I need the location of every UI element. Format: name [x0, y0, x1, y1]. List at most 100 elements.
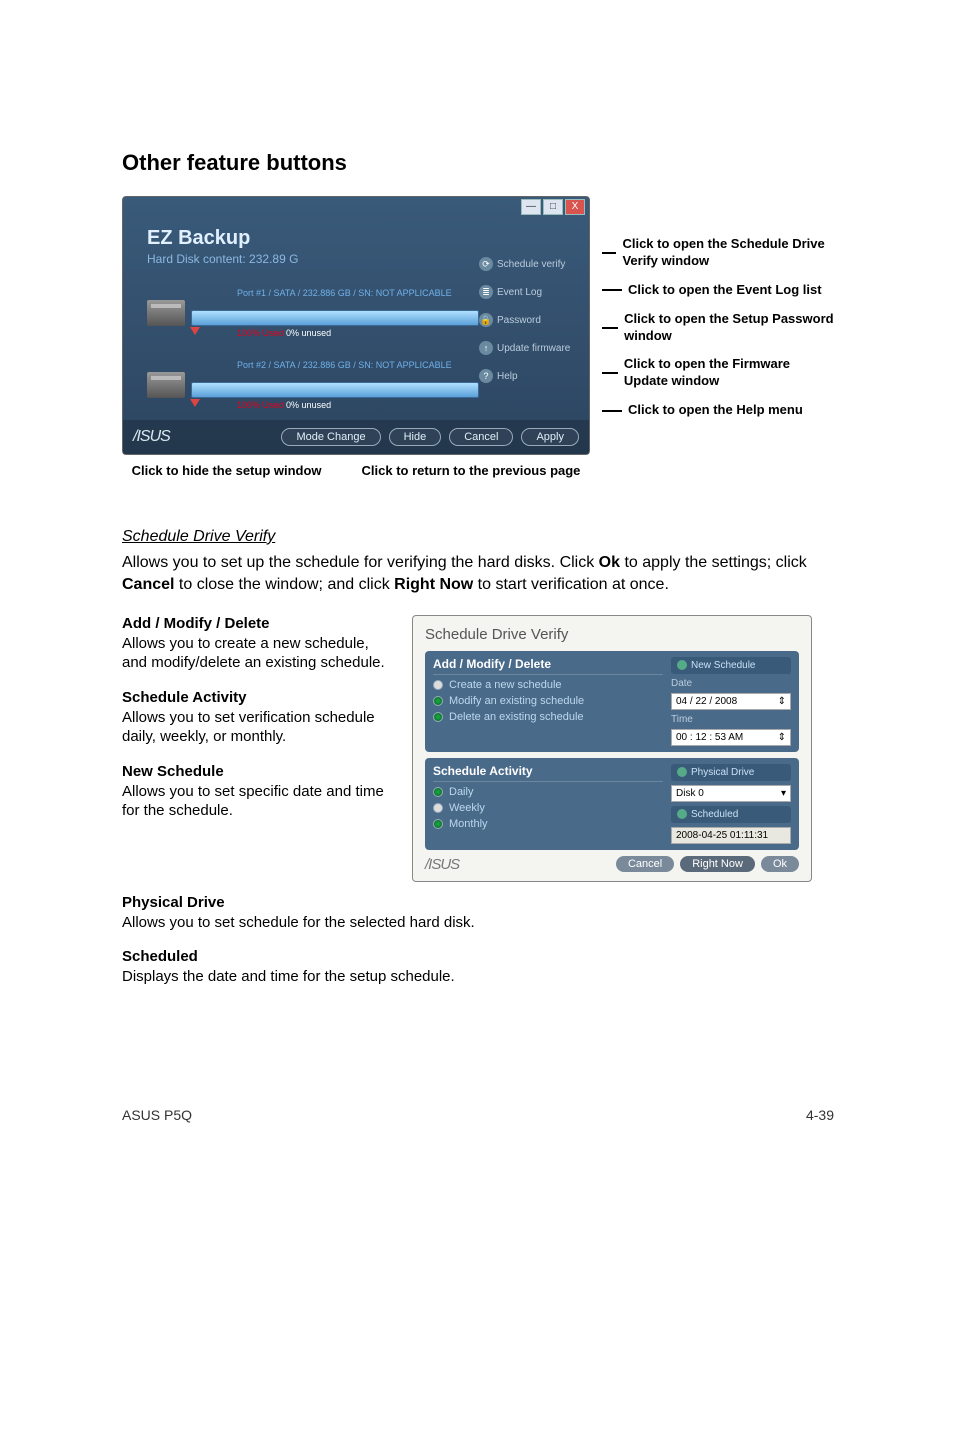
chip-label: Scheduled	[691, 809, 738, 820]
used-label: 100% Used	[237, 328, 284, 338]
usage-bar	[191, 382, 479, 398]
section-title: Other feature buttons	[122, 150, 834, 176]
stepper-icon[interactable]: ⇕	[778, 732, 786, 743]
sdv-rightnow-button[interactable]: Right Now	[680, 856, 755, 872]
sc-def-body: Displays the date and time for the setup…	[122, 967, 834, 987]
usage-bar	[191, 310, 479, 326]
side-label: Help	[497, 371, 518, 382]
ez-backup-window: — □ X EZ Backup Hard Disk content: 232.8…	[122, 196, 590, 478]
hide-button[interactable]: Hide	[389, 428, 442, 446]
scheduled-value: 2008-04-25 01:11:31	[671, 827, 791, 844]
time-label: Time	[671, 714, 791, 725]
chip-label: Physical Drive	[691, 767, 754, 778]
date-input[interactable]: 04 / 22 / 2008⇕	[671, 693, 791, 710]
cancel-button[interactable]: Cancel	[449, 428, 513, 446]
check-icon	[677, 809, 687, 819]
amd-panel-header: Add / Modify / Delete	[433, 657, 663, 675]
ez-subtitle: Hard Disk content: 232.89 G	[147, 252, 479, 266]
unused-label: 0% unused	[286, 400, 331, 410]
callout-password: Click to open the Setup Password window	[624, 311, 834, 345]
maximize-button[interactable]: □	[543, 199, 563, 215]
sa-def-body: Allows you to set verification schedule …	[122, 708, 394, 747]
sdv-ok-button[interactable]: Ok	[761, 856, 799, 872]
sc-def-title: Scheduled	[122, 948, 834, 965]
option-label: Modify an existing schedule	[449, 695, 584, 707]
pd-def-title: Physical Drive	[122, 894, 834, 911]
asus-logo: /ISUS	[425, 856, 610, 873]
asus-logo: /ISUS	[133, 428, 273, 446]
side-label: Schedule verify	[497, 259, 565, 270]
drive-icon	[677, 767, 687, 777]
sdv-window-title: Schedule Drive Verify	[425, 626, 799, 643]
side-label: Update firmware	[497, 343, 570, 354]
disk-select[interactable]: Disk 0▾	[671, 785, 791, 802]
pd-def-body: Allows you to set schedule for the selec…	[122, 913, 834, 933]
apply-button[interactable]: Apply	[521, 428, 579, 446]
amd-def-title: Add / Modify / Delete	[122, 615, 394, 632]
hdd-icon	[147, 372, 185, 398]
mode-change-button[interactable]: Mode Change	[281, 428, 380, 446]
drive-1: Port #1 / SATA / 232.886 GB / SN: NOT AP…	[147, 288, 479, 338]
sdv-heading: Schedule Drive Verify	[122, 528, 834, 546]
daily-option[interactable]: Daily	[433, 786, 663, 798]
amd-def-body: Allows you to create a new schedule, and…	[122, 634, 394, 673]
used-label: 100% Used	[237, 400, 284, 410]
scheduled-text: 2008-04-25 01:11:31	[676, 830, 768, 841]
option-label: Monthly	[449, 818, 488, 830]
cancel-caption: Click to return to the previous page	[362, 463, 581, 478]
weekly-option[interactable]: Weekly	[433, 802, 663, 814]
option-label: Create a new schedule	[449, 679, 562, 691]
create-schedule-option[interactable]: Create a new schedule	[433, 679, 663, 691]
stepper-icon[interactable]: ⇕	[778, 696, 786, 707]
sdv-window: Schedule Drive Verify Add / Modify / Del…	[412, 615, 812, 882]
upload-icon: ↑	[479, 341, 493, 355]
list-icon: ≣	[479, 285, 493, 299]
date-label: Date	[671, 678, 791, 689]
chip-label: New Schedule	[691, 660, 755, 671]
callout-schedule: Click to open the Schedule Drive Verify …	[622, 236, 834, 270]
hdd-icon	[147, 300, 185, 326]
plus-icon	[677, 660, 687, 670]
ns-def-title: New Schedule	[122, 763, 394, 780]
password-button[interactable]: 🔒 Password	[479, 313, 579, 327]
option-label: Delete an existing schedule	[449, 711, 584, 723]
callout-firmware: Click to open the Firmware Update window	[624, 356, 834, 390]
modify-schedule-option[interactable]: Modify an existing schedule	[433, 695, 663, 707]
question-icon: ?	[479, 369, 493, 383]
delete-schedule-option[interactable]: Delete an existing schedule	[433, 711, 663, 723]
callout-help: Click to open the Help menu	[628, 402, 803, 419]
drive-info: Port #1 / SATA / 232.886 GB / SN: NOT AP…	[147, 288, 479, 298]
drive-info: Port #2 / SATA / 232.886 GB / SN: NOT AP…	[147, 360, 479, 370]
event-log-button[interactable]: ≣ Event Log	[479, 285, 579, 299]
hide-caption: Click to hide the setup window	[132, 463, 322, 478]
lock-icon: 🔒	[479, 313, 493, 327]
footer-right: 4-39	[806, 1107, 834, 1123]
unused-label: 0% unused	[286, 328, 331, 338]
monthly-option[interactable]: Monthly	[433, 818, 663, 830]
sa-panel-header: Schedule Activity	[433, 764, 663, 782]
sdv-cancel-button[interactable]: Cancel	[616, 856, 674, 872]
update-firmware-button[interactable]: ↑ Update firmware	[479, 341, 579, 355]
ez-title: EZ Backup	[147, 227, 479, 250]
sdv-body: Allows you to set up the schedule for ve…	[122, 552, 834, 597]
close-button[interactable]: X	[565, 199, 585, 215]
ns-def-body: Allows you to set specific date and time…	[122, 782, 394, 821]
time-input[interactable]: 00 : 12 : 53 AM ⇕	[671, 729, 791, 746]
option-label: Weekly	[449, 802, 485, 814]
scheduled-chip: Scheduled	[671, 806, 791, 823]
drive-2: Port #2 / SATA / 232.886 GB / SN: NOT AP…	[147, 360, 479, 410]
footer-left: ASUS P5Q	[122, 1107, 192, 1123]
schedule-verify-button[interactable]: ⟳ Schedule verify	[479, 257, 579, 271]
side-label: Password	[497, 315, 541, 326]
new-schedule-chip: New Schedule	[671, 657, 791, 674]
window-titlebar: — □ X	[521, 199, 585, 215]
help-button[interactable]: ? Help	[479, 369, 579, 383]
time-value: 00 : 12 : 53 AM	[676, 732, 743, 743]
minimize-button[interactable]: —	[521, 199, 541, 215]
clock-icon: ⟳	[479, 257, 493, 271]
chevron-down-icon[interactable]: ▾	[781, 788, 786, 799]
option-label: Daily	[449, 786, 473, 798]
side-label: Event Log	[497, 287, 542, 298]
physical-drive-chip: Physical Drive	[671, 764, 791, 781]
callout-eventlog: Click to open the Event Log list	[628, 282, 822, 299]
